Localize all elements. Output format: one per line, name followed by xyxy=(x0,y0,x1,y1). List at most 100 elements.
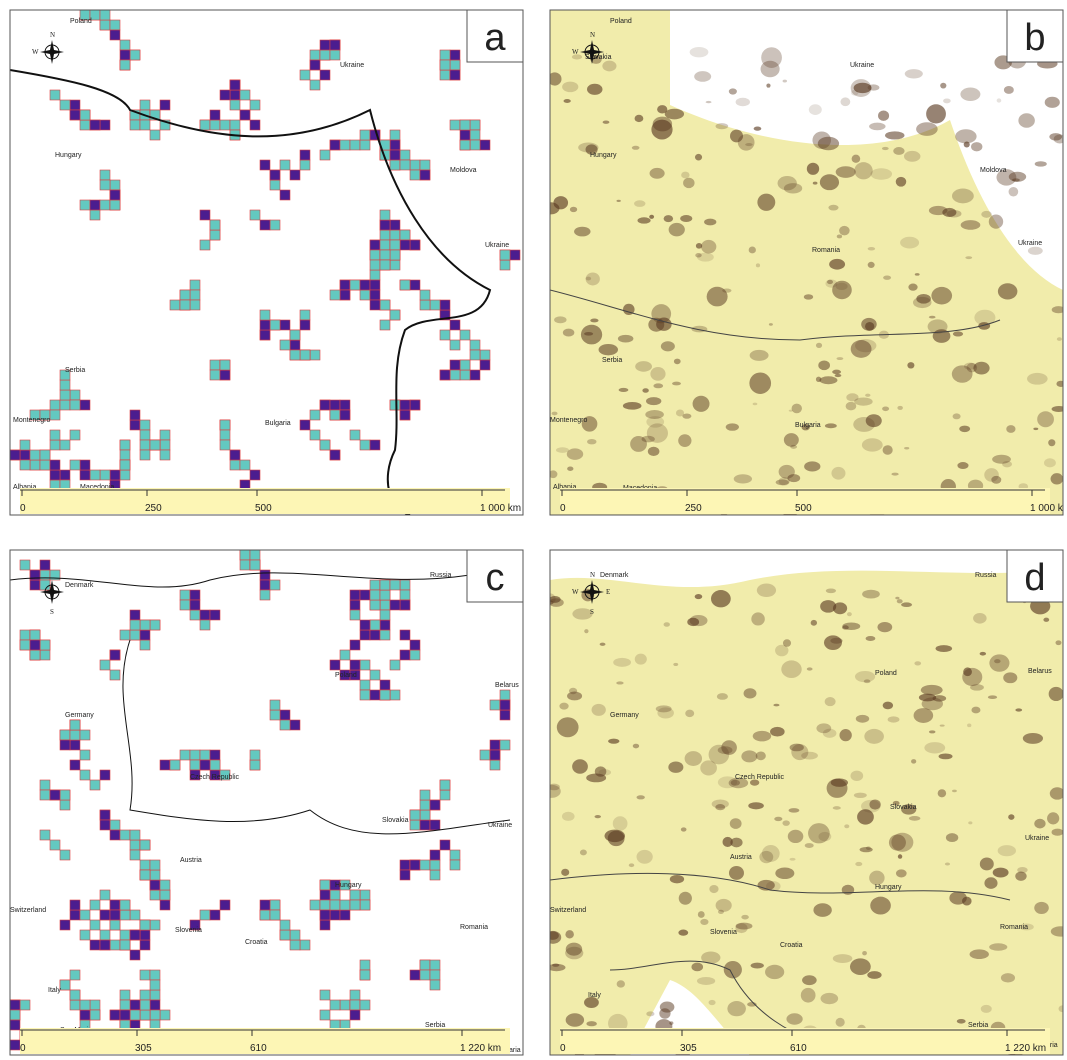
terrain-blotch xyxy=(832,602,848,615)
grid-cell xyxy=(489,759,501,771)
scale-label: 305 xyxy=(135,1043,152,1054)
terrain-blotch xyxy=(651,119,673,140)
grid-cell xyxy=(369,579,381,591)
grid-cell xyxy=(399,279,411,291)
grid-cell xyxy=(359,689,371,701)
terrain-blotch xyxy=(928,730,936,734)
terrain-blotch xyxy=(817,136,840,151)
terrain-blotch xyxy=(708,744,730,765)
terrain-blotch xyxy=(630,436,647,452)
terrain-blotch xyxy=(1027,246,1043,255)
grid-cell xyxy=(249,119,261,131)
grid-cell xyxy=(459,139,471,151)
terrain-blotch xyxy=(759,850,774,864)
grid-cell xyxy=(59,729,71,741)
grid-cell xyxy=(499,699,511,711)
terrain-blotch xyxy=(851,89,859,96)
grid-cell xyxy=(289,719,301,731)
grid-cell xyxy=(279,709,291,721)
terrain-blotch xyxy=(908,283,918,291)
country-label: Croatia xyxy=(245,939,268,946)
terrain-blotch xyxy=(862,589,880,599)
country-label: Moldova xyxy=(450,167,477,174)
grid-cell xyxy=(209,229,221,241)
terrain-blotch xyxy=(613,657,631,667)
terrain-blotch xyxy=(882,701,894,710)
terrain-blotch xyxy=(585,276,592,281)
country-label: Slovakia xyxy=(382,817,409,824)
grid-cell xyxy=(449,59,461,71)
terrain-blotch xyxy=(912,296,932,309)
grid-cell xyxy=(339,289,351,301)
grid-cell xyxy=(439,59,451,71)
terrain-blotch xyxy=(612,816,628,831)
terrain-blotch xyxy=(951,188,974,204)
terrain-blotch xyxy=(787,829,804,844)
terrain-blotch xyxy=(550,783,560,791)
grid-cell xyxy=(329,49,341,61)
grid-cell xyxy=(399,399,411,411)
grid-cell xyxy=(369,239,381,251)
grid-cell xyxy=(399,149,411,161)
grid-cell xyxy=(149,919,161,931)
country-label: Switzerland xyxy=(10,907,46,914)
map-panel: Poland Ukraine Hungary Moldova Ukraine Serbia… xyxy=(9,9,524,516)
terrain-blotch xyxy=(816,723,832,734)
terrain-blotch xyxy=(881,146,889,151)
terrain-blotch xyxy=(820,600,837,613)
terrain-blotch xyxy=(865,414,882,428)
terrain-blotch xyxy=(882,445,893,455)
grid-cell xyxy=(119,469,131,481)
grid-cell xyxy=(359,279,371,291)
grid-cell xyxy=(129,829,141,841)
grid-cell xyxy=(379,209,391,221)
terrain-blotch xyxy=(760,60,780,78)
grid-cell xyxy=(479,359,491,371)
grid-cell xyxy=(39,649,51,661)
terrain-blotch xyxy=(791,743,809,761)
grid-cell xyxy=(69,759,81,771)
grid-cell xyxy=(239,559,251,571)
grid-cell xyxy=(59,399,71,411)
terrain-blotch xyxy=(752,730,772,742)
grid-cell xyxy=(199,749,211,761)
terrain-blotch xyxy=(783,183,803,194)
grid-cell xyxy=(279,189,291,201)
grid-cell xyxy=(389,139,401,151)
terrain-blotch xyxy=(959,425,971,433)
terrain-blotch xyxy=(927,319,948,334)
terrain-blotch xyxy=(864,728,884,744)
country-border xyxy=(10,572,511,835)
terrain-blotch xyxy=(562,81,579,93)
terrain-blotch xyxy=(663,622,670,627)
grid-cell xyxy=(449,119,461,131)
terrain-blotch xyxy=(697,911,705,918)
terrain-blotch xyxy=(765,964,785,980)
grid-cell xyxy=(219,439,231,451)
terrain-blotch xyxy=(1043,617,1050,622)
grid-cell xyxy=(79,749,91,761)
terrain-blotch xyxy=(926,104,946,124)
country-label: Ukraine xyxy=(340,62,364,69)
grid-cell xyxy=(69,989,81,1001)
terrain-blotch xyxy=(841,884,855,895)
grid-cell xyxy=(319,149,331,161)
grid-cell xyxy=(509,249,521,261)
grid-cell xyxy=(159,899,171,911)
terrain-blotch xyxy=(845,401,857,411)
terrain-blotch xyxy=(960,220,981,230)
terrain-blotch xyxy=(649,214,655,219)
grid-cell xyxy=(359,619,371,631)
terrain-blotch xyxy=(801,751,818,760)
terrain-blotch xyxy=(552,963,560,967)
grid-cell xyxy=(39,829,51,841)
grid-cell xyxy=(179,299,191,311)
terrain-blotch xyxy=(1019,923,1034,931)
scale-bar xyxy=(20,1028,510,1054)
terrain-blotch xyxy=(709,884,719,894)
terrain-blotch xyxy=(556,717,579,738)
grid-cell xyxy=(259,309,271,321)
scale-bar xyxy=(560,488,1050,514)
compass-letter: W xyxy=(572,48,579,56)
grid-cell xyxy=(299,939,311,951)
